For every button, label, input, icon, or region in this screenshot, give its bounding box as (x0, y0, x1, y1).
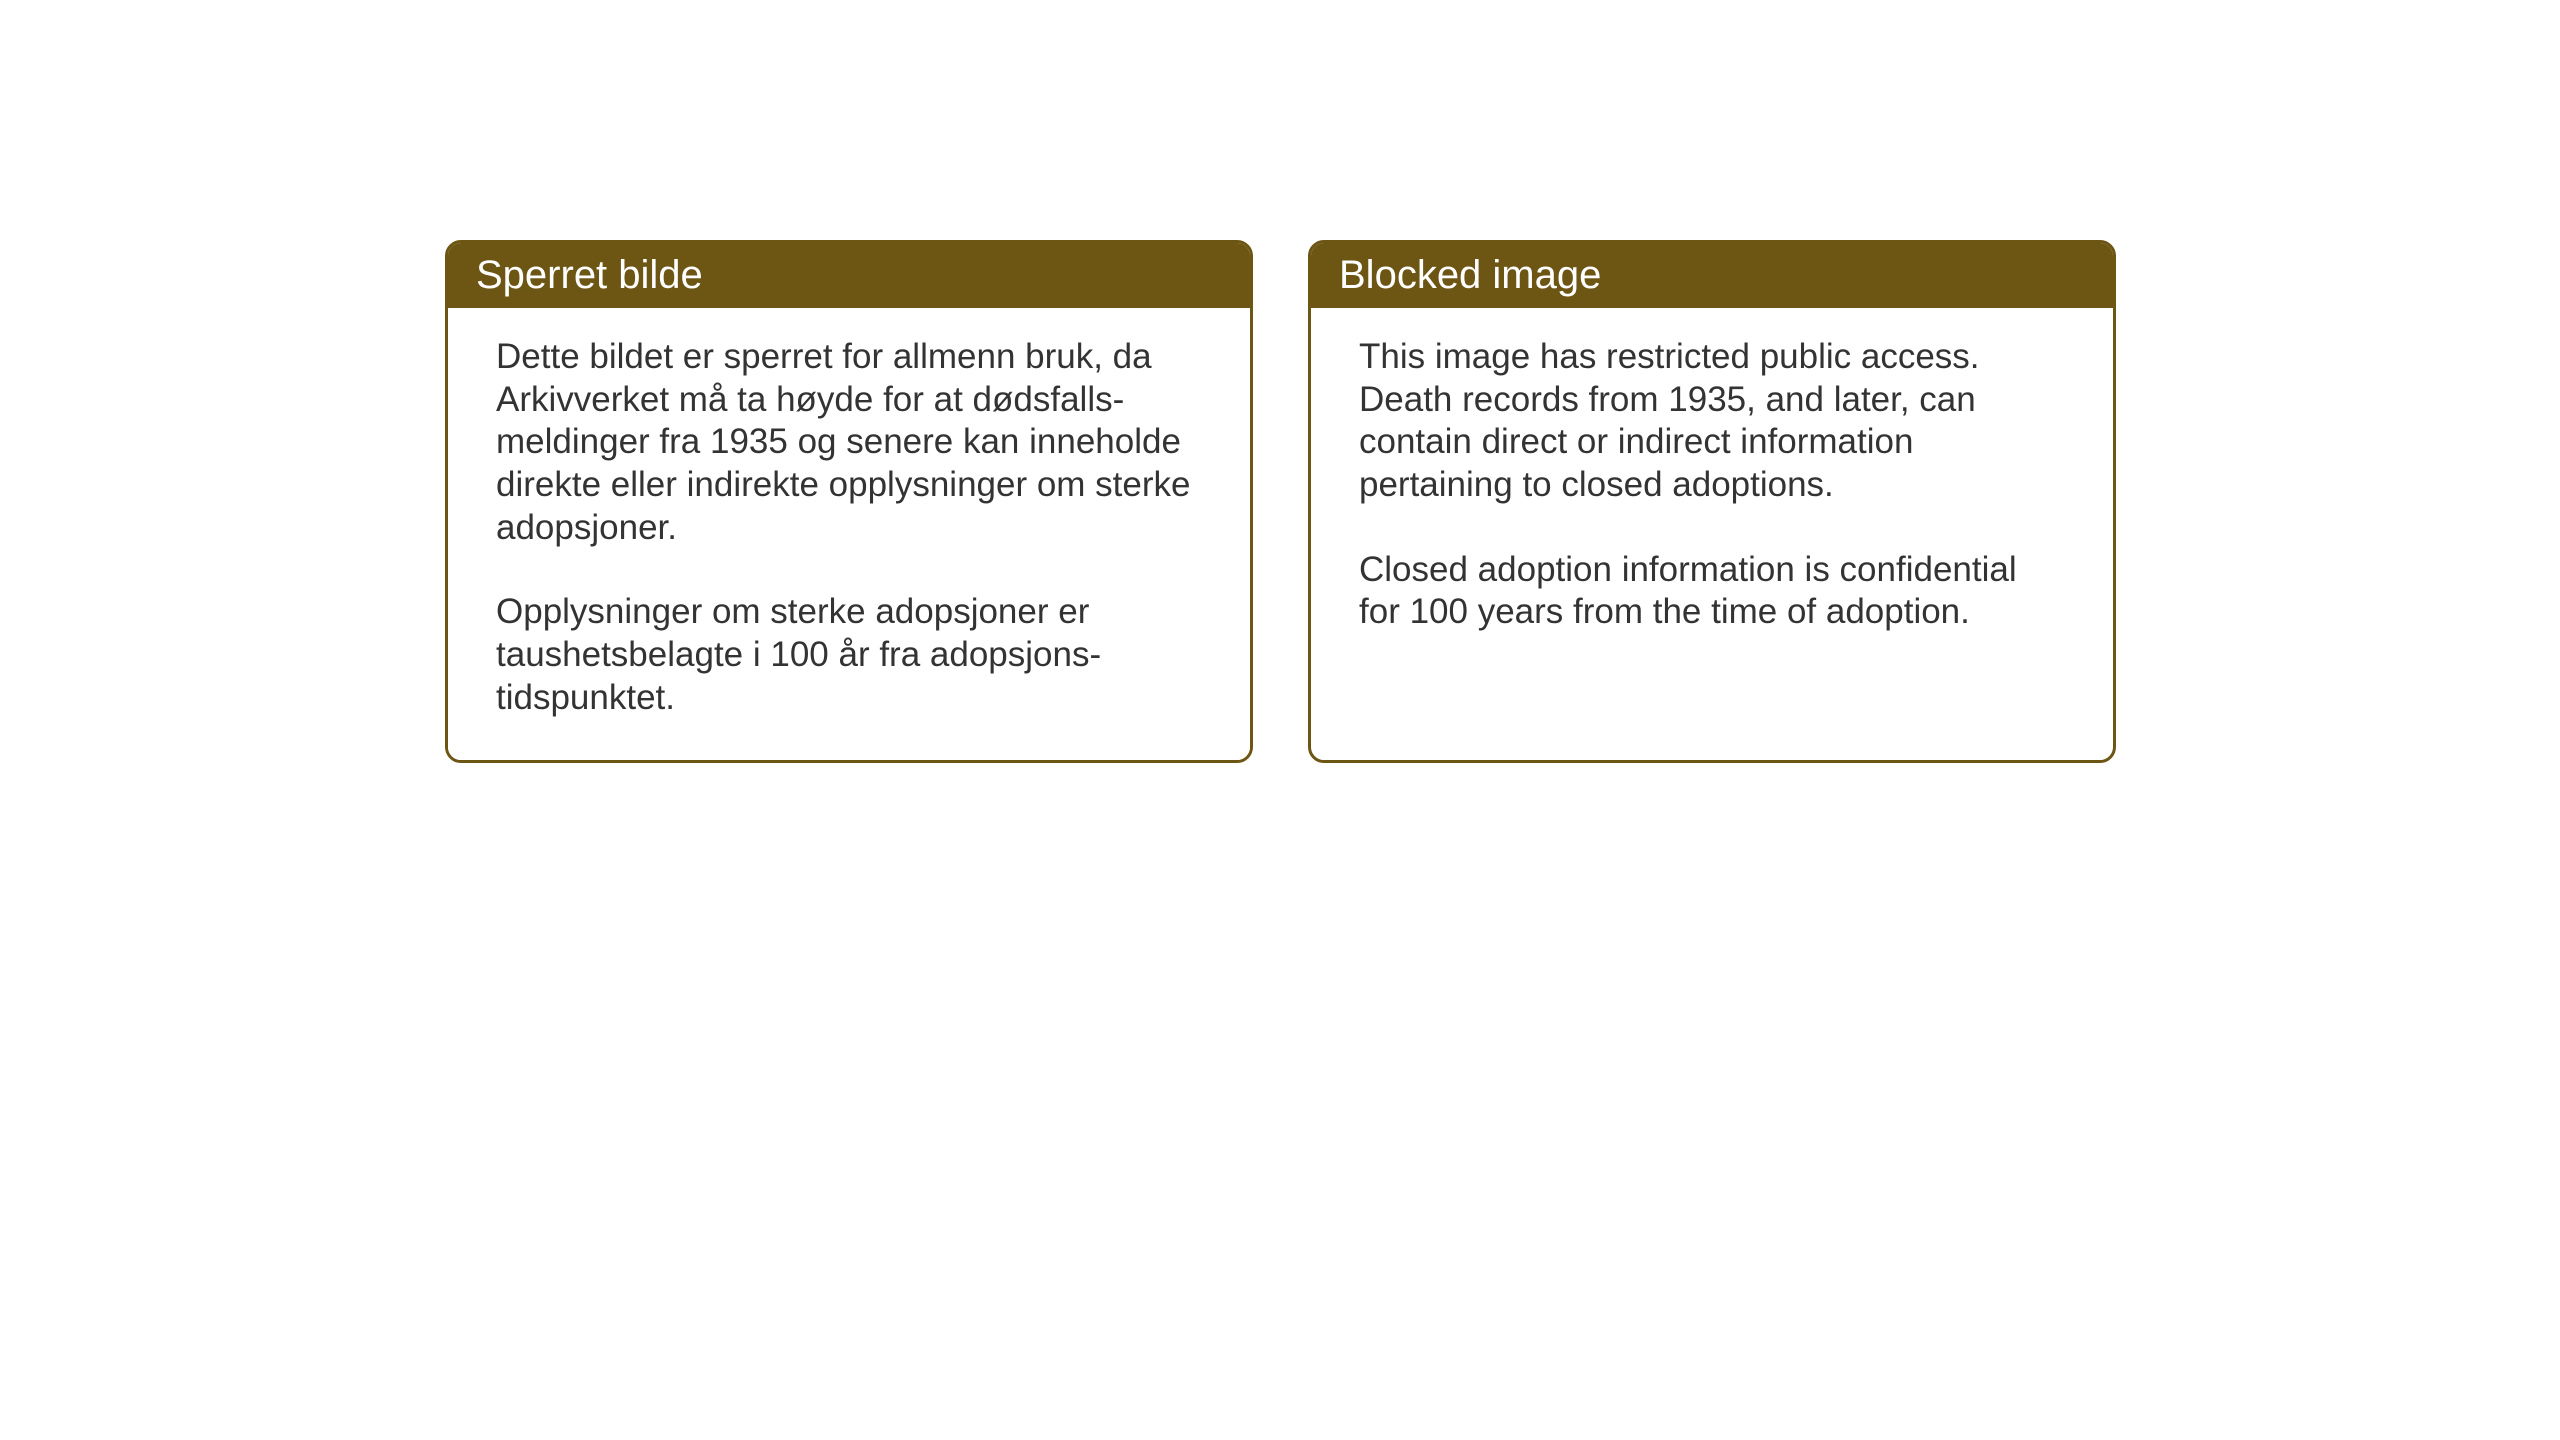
notice-box-norwegian: Sperret bilde Dette bildet er sperret fo… (445, 240, 1253, 763)
notice-header-norwegian: Sperret bilde (448, 243, 1250, 308)
notice-body-norwegian: Dette bildet er sperret for allmenn bruk… (448, 308, 1250, 760)
notice-title-english: Blocked image (1339, 253, 1601, 297)
notice-paragraph-1-norwegian: Dette bildet er sperret for allmenn bruk… (496, 336, 1202, 549)
notice-box-english: Blocked image This image has restricted … (1308, 240, 2116, 763)
notice-paragraph-2-english: Closed adoption information is confident… (1359, 549, 2065, 634)
notice-container: Sperret bilde Dette bildet er sperret fo… (445, 240, 2116, 763)
notice-title-norwegian: Sperret bilde (476, 253, 703, 297)
notice-header-english: Blocked image (1311, 243, 2113, 308)
notice-paragraph-2-norwegian: Opplysninger om sterke adopsjoner er tau… (496, 591, 1202, 719)
notice-paragraph-1-english: This image has restricted public access.… (1359, 336, 2065, 507)
notice-body-english: This image has restricted public access.… (1311, 308, 2113, 674)
